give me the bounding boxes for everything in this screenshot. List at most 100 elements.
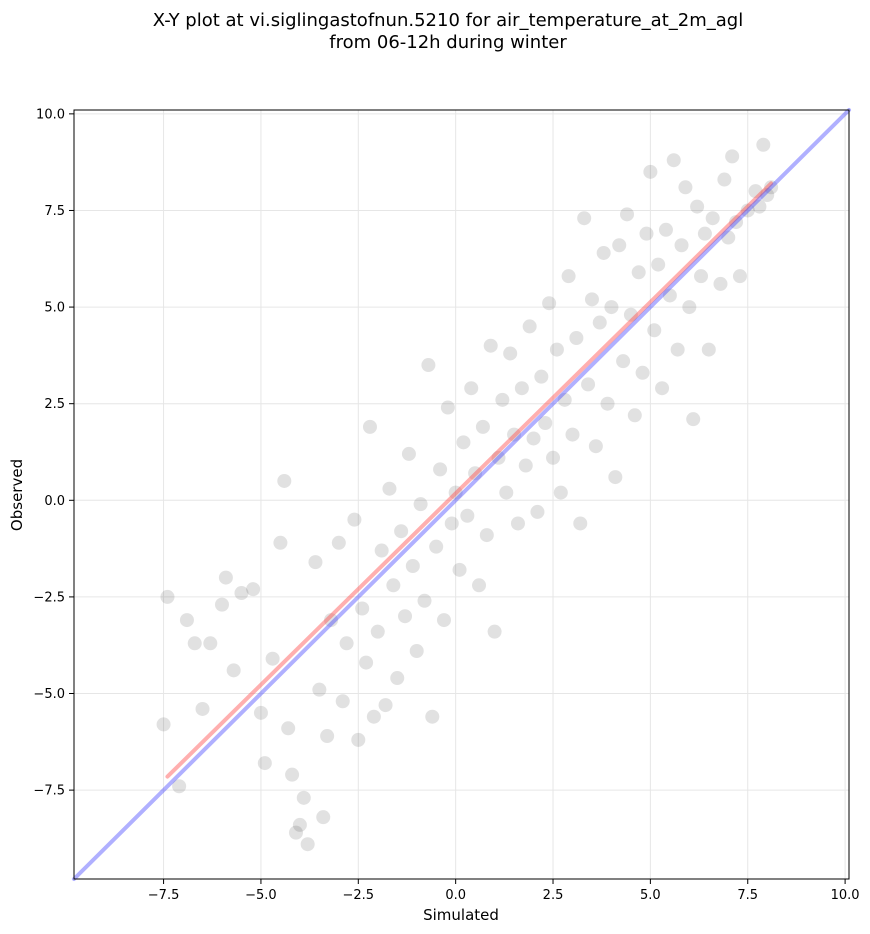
scatter-point — [472, 578, 487, 593]
scatter-point — [195, 701, 210, 716]
x-tick-label: −7.5 — [148, 888, 180, 903]
scatter-point — [214, 597, 229, 612]
scatter-point — [288, 825, 303, 840]
y-tick-label: 2.5 — [44, 397, 65, 412]
scatter-point — [682, 300, 697, 315]
scatter-point — [690, 199, 705, 214]
scatter-point — [433, 462, 448, 477]
scatter-point — [620, 207, 635, 222]
scatter-point — [398, 609, 413, 624]
scatter-point — [655, 381, 670, 396]
scatter-point — [285, 767, 300, 782]
scatter-point — [697, 226, 712, 241]
scatter-point — [604, 300, 619, 315]
scatter-point — [456, 435, 471, 450]
scatter-point — [226, 663, 241, 678]
scatter-point — [362, 419, 377, 434]
scatter-point — [592, 315, 607, 330]
scatter-point — [335, 694, 350, 709]
identity-line — [72, 108, 851, 881]
scatter-point — [277, 473, 292, 488]
scatter-point — [312, 682, 327, 697]
scatter-points — [156, 137, 779, 852]
scatter-point — [635, 365, 650, 380]
scatter-point — [156, 717, 171, 732]
scatter-point — [616, 354, 631, 369]
fit-lines — [72, 108, 851, 881]
scatter-point — [495, 392, 510, 407]
scatter-point — [394, 524, 409, 539]
scatter-point — [569, 330, 584, 345]
scatter-point — [460, 508, 475, 523]
scatter-point — [732, 269, 747, 284]
scatter-point — [491, 450, 506, 465]
x-tick-label: 0.0 — [445, 888, 466, 903]
scatter-point — [623, 307, 638, 322]
scatter-point — [339, 636, 354, 651]
scatter-point — [253, 705, 268, 720]
scatter-point — [413, 497, 428, 512]
scatter-point — [421, 358, 436, 373]
scatter-point — [557, 392, 572, 407]
scatter-point — [316, 810, 331, 825]
scatter-point — [674, 238, 689, 253]
scatter-point — [265, 651, 280, 666]
scatter-point — [179, 613, 194, 628]
y-axis: −7.5 −5.0 −2.5 0.0 2.5 5.0 7.5 10.0 — [33, 107, 74, 799]
scatter-point — [514, 381, 529, 396]
scatter-point — [561, 269, 576, 284]
scatter-point — [417, 593, 432, 608]
scatter-point — [643, 164, 658, 179]
scatter-point — [351, 732, 366, 747]
scatter-point — [401, 446, 416, 461]
chart-title-line-2: from 06-12h during winter — [329, 32, 567, 53]
scatter-point — [172, 779, 187, 794]
scatter-point — [631, 265, 646, 280]
scatter-point — [764, 180, 779, 195]
scatter-point — [425, 709, 440, 724]
scatter-point — [760, 188, 775, 203]
scatter-point — [553, 485, 568, 500]
scatter-point — [320, 729, 335, 744]
scatter-point — [725, 149, 740, 164]
regression-line — [165, 181, 774, 779]
scatter-point — [308, 555, 323, 570]
scatter-point — [405, 558, 420, 573]
y-tick-label: 7.5 — [44, 204, 65, 219]
x-tick-label: 5.0 — [640, 888, 661, 903]
scatter-point — [296, 790, 311, 805]
scatter-point — [370, 624, 385, 639]
scatter-point — [281, 721, 296, 736]
scatter-point — [374, 543, 389, 558]
scatter-point — [382, 481, 397, 496]
scatter-point — [246, 582, 261, 597]
y-tick-label: 5.0 — [44, 301, 65, 316]
scatter-point — [273, 535, 288, 550]
scatter-point — [479, 528, 494, 543]
scatter-point — [507, 427, 522, 442]
scatter-point — [658, 222, 673, 237]
x-tick-label: 7.5 — [737, 888, 758, 903]
scatter-point — [444, 516, 459, 531]
scatter-point — [756, 137, 771, 152]
scatter-point — [522, 319, 537, 334]
scatter-point — [503, 346, 518, 361]
scatter-point — [203, 636, 218, 651]
scatter-point — [678, 180, 693, 195]
chart-title-line-1: X-Y plot at vi.siglingastofnun.5210 for … — [153, 10, 743, 31]
y-tick-label: −2.5 — [33, 590, 65, 605]
scatter-point — [487, 624, 502, 639]
scatter-point — [390, 671, 405, 686]
scatter-point — [612, 238, 627, 253]
scatter-point — [510, 516, 525, 531]
scatter-point — [187, 636, 202, 651]
scatter-point — [721, 230, 736, 245]
scatter-point — [701, 342, 716, 357]
scatter-point — [386, 578, 401, 593]
scatter-point — [378, 698, 393, 713]
scatter-point — [584, 292, 599, 307]
scatter-point — [359, 655, 374, 670]
y-tick-label: 10.0 — [36, 107, 65, 122]
scatter-point — [331, 535, 346, 550]
